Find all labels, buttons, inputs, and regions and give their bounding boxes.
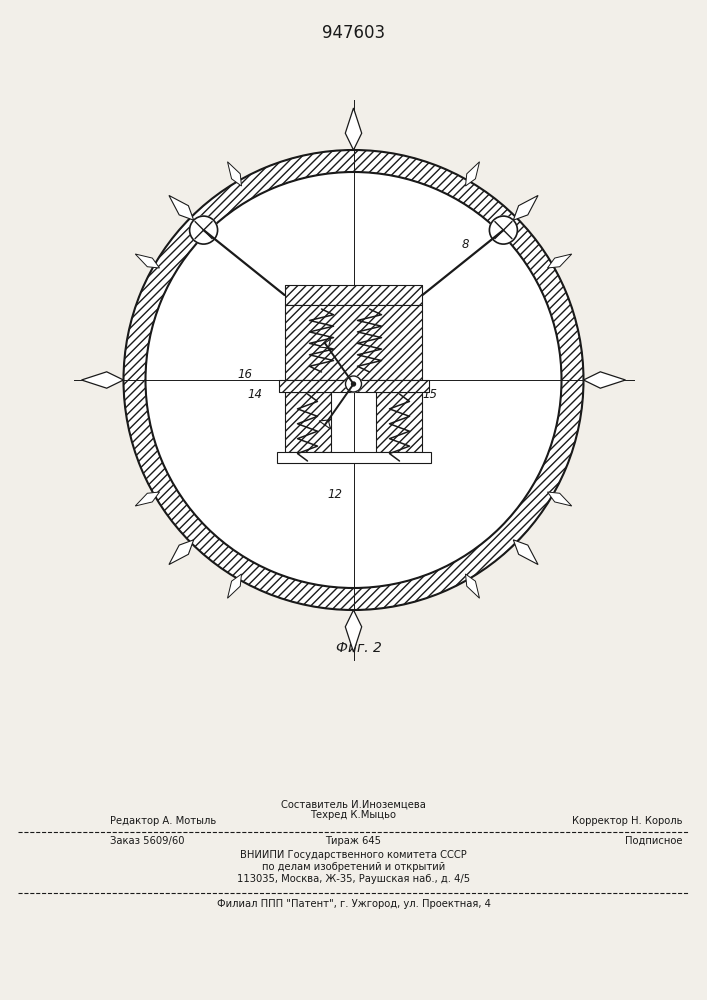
Polygon shape	[547, 492, 572, 506]
Circle shape	[146, 172, 561, 588]
Polygon shape	[319, 420, 331, 429]
Bar	[284, 392, 330, 452]
Circle shape	[189, 216, 218, 244]
Polygon shape	[169, 540, 194, 565]
Text: 13: 13	[365, 359, 380, 371]
Text: 14: 14	[247, 388, 262, 401]
Bar	[377, 392, 423, 452]
Text: Подписное: Подписное	[624, 836, 682, 846]
Polygon shape	[513, 195, 538, 220]
Text: 16: 16	[238, 368, 252, 381]
Polygon shape	[228, 574, 242, 598]
Polygon shape	[547, 254, 572, 268]
Bar	[279, 380, 428, 392]
Bar	[284, 305, 423, 380]
Polygon shape	[81, 372, 124, 388]
Text: Корректор Н. Король: Корректор Н. Король	[571, 816, 682, 826]
Text: 113035, Москва, Ж-35, Раушская наб., д. 4/5: 113035, Москва, Ж-35, Раушская наб., д. …	[237, 874, 470, 884]
Text: 12: 12	[327, 488, 342, 502]
Polygon shape	[513, 540, 538, 565]
Text: Составитель И.Иноземцева: Составитель И.Иноземцева	[281, 800, 426, 810]
Text: Техред К.Мыцьо: Техред К.Мыцьо	[310, 810, 397, 820]
Circle shape	[489, 216, 518, 244]
Text: Тираж 645: Тираж 645	[325, 836, 382, 846]
Bar	[284, 285, 423, 305]
Text: 10: 10	[368, 288, 382, 302]
Text: ВНИИПИ Государственного комитета СССР: ВНИИПИ Государственного комитета СССР	[240, 850, 467, 860]
Text: 17: 17	[308, 359, 322, 371]
Text: 15: 15	[423, 388, 438, 401]
Bar	[377, 392, 423, 452]
Polygon shape	[345, 610, 362, 652]
Text: Заказ 5609/60: Заказ 5609/60	[110, 836, 185, 846]
Wedge shape	[124, 150, 583, 610]
Text: Фиг. 2: Фиг. 2	[336, 641, 382, 655]
Polygon shape	[345, 108, 362, 150]
Polygon shape	[135, 254, 160, 268]
Bar	[284, 392, 330, 452]
Circle shape	[351, 382, 356, 386]
Text: Филиал ППП "Патент", г. Ужгород, ул. Проектная, 4: Филиал ППП "Патент", г. Ужгород, ул. Про…	[216, 899, 491, 909]
Polygon shape	[465, 574, 479, 598]
Bar	[279, 380, 428, 392]
Text: Редактор А. Мотыль: Редактор А. Мотыль	[110, 816, 216, 826]
Text: 8: 8	[461, 238, 469, 251]
Circle shape	[346, 376, 361, 392]
Bar	[276, 452, 431, 463]
Text: по делам изобретений и открытий: по делам изобретений и открытий	[262, 862, 445, 872]
Text: 947603: 947603	[322, 24, 385, 42]
Polygon shape	[135, 492, 160, 506]
Polygon shape	[465, 162, 479, 186]
Polygon shape	[319, 339, 331, 348]
Polygon shape	[583, 372, 626, 388]
Bar	[284, 285, 423, 305]
Polygon shape	[169, 195, 194, 220]
Bar	[284, 305, 423, 380]
Polygon shape	[228, 162, 242, 186]
